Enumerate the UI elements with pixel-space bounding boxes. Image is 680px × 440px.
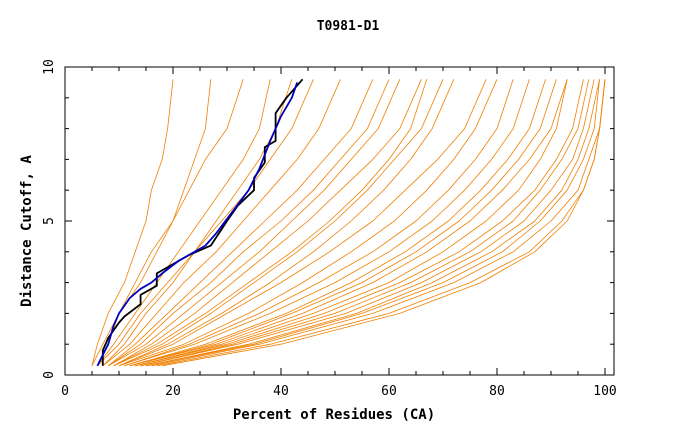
x-tick-label: 80: [489, 384, 505, 399]
series-line-model-30: [129, 79, 568, 367]
series-line-model-05: [113, 79, 444, 367]
series-line-model-21: [135, 79, 568, 367]
series-line-model-25: [97, 79, 271, 367]
y-tick-label: 0: [42, 371, 57, 379]
series-line-model-17: [129, 79, 546, 367]
x-axis-label: Percent of Residues (CA): [233, 407, 435, 423]
series-line-model-11: [124, 79, 530, 367]
chart-title: T0981-D1: [317, 19, 380, 34]
series-layer: [91, 78, 606, 367]
x-tick-label: 0: [61, 384, 69, 399]
series-line-model-06: [118, 79, 498, 367]
series-line-model-04: [107, 79, 390, 367]
series-line-model-19: [102, 79, 293, 367]
series-line-highlight-black: [101, 78, 304, 366]
series-line-model-28: [140, 79, 590, 367]
series-line-model-01: [91, 79, 174, 366]
series-line-highlight-blue: [96, 82, 299, 367]
series-line-model-20: [91, 79, 212, 366]
series-line-model-08: [135, 79, 584, 367]
x-tick-label: 40: [273, 384, 289, 399]
series-line-model-03: [97, 79, 314, 367]
y-tick-label: 10: [42, 59, 57, 75]
series-line-model-12: [140, 79, 595, 367]
series-line-model-07: [129, 79, 557, 367]
ticks-layer: 0 20 40 60 80 100 0 5 10: [42, 59, 617, 399]
y-axis-label: Distance Cutoff, A: [19, 155, 35, 307]
series-line-model-14: [113, 79, 422, 367]
series-line-model-27: [118, 79, 455, 367]
series-line-model-16: [118, 79, 487, 367]
series-line-model-29: [108, 79, 401, 367]
x-tick-label: 60: [381, 384, 397, 399]
x-tick-label: 20: [165, 384, 181, 399]
x-tick-label: 100: [593, 384, 616, 399]
series-line-model-09: [145, 79, 600, 367]
series-line-model-22: [124, 79, 514, 367]
series-line-model-15: [151, 79, 606, 367]
y-tick-label: 5: [42, 217, 57, 225]
series-line-model-23: [145, 79, 600, 367]
series-line-model-26: [162, 79, 606, 367]
series-line-model-18: [107, 79, 374, 367]
series-line-model-13: [102, 79, 341, 367]
series-line-model-24: [113, 79, 428, 367]
